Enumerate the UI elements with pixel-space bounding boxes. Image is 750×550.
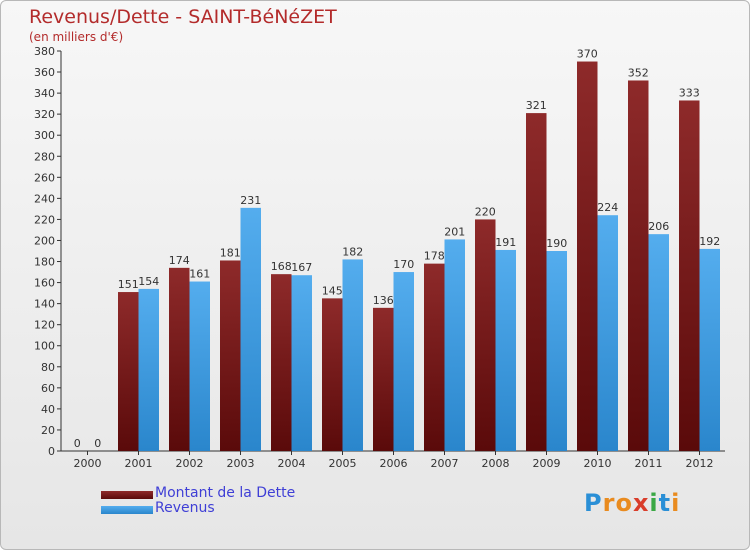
y-tick-label: 100: [34, 340, 55, 353]
data-label-debt: 168: [271, 260, 292, 273]
logo-letter: r: [602, 489, 616, 517]
bar-revenue: [699, 248, 720, 451]
bar-debt: [628, 80, 649, 451]
bar-revenue: [495, 249, 516, 451]
x-tick-label: 2006: [380, 457, 408, 470]
x-tick-label: 2001: [125, 457, 153, 470]
data-label-debt: 178: [424, 250, 445, 263]
bar-revenue: [342, 259, 363, 451]
x-tick-label: 2010: [584, 457, 612, 470]
bar-debt: [526, 113, 547, 452]
data-label-debt: 333: [679, 86, 700, 99]
x-tick-label: 2009: [533, 457, 561, 470]
data-label-debt: 151: [118, 278, 139, 291]
bar-revenue: [546, 251, 567, 451]
data-label-revenue: 0: [94, 437, 101, 450]
data-label-revenue: 206: [648, 220, 669, 233]
bar-debt: [169, 267, 190, 451]
data-label-revenue: 182: [342, 245, 363, 258]
y-tick-label: 280: [34, 150, 55, 163]
bar-revenue: [138, 288, 159, 451]
data-label-revenue: 191: [495, 236, 516, 249]
logo-letter: i: [649, 489, 659, 517]
chart-subtitle: (en milliers d'€): [29, 30, 124, 44]
bar-revenue: [648, 234, 669, 451]
bar-debt: [475, 219, 496, 451]
y-tick-label: 80: [41, 361, 55, 374]
x-tick-label: 2012: [686, 457, 714, 470]
legend-swatch-revenue: [101, 506, 153, 514]
data-label-debt: 352: [628, 66, 649, 79]
x-tick-label: 2011: [635, 457, 663, 470]
proxiti-logo: Proxiti: [584, 489, 680, 517]
y-tick-label: 260: [34, 171, 55, 184]
data-label-debt: 0: [74, 437, 81, 450]
x-tick-label: 2007: [431, 457, 459, 470]
x-tick-label: 2003: [227, 457, 255, 470]
bar-debt: [373, 307, 394, 451]
bar-debt: [271, 274, 292, 451]
chart-title: Revenus/Dette - SAINT-BéNéZET: [29, 6, 337, 28]
data-label-debt: 220: [475, 205, 496, 218]
legend-label-debt: Montant de la Dette: [155, 485, 296, 501]
data-label-revenue: 201: [444, 225, 465, 238]
y-tick-label: 120: [34, 319, 55, 332]
bar-debt: [679, 100, 700, 451]
y-tick-label: 220: [34, 213, 55, 226]
bar-debt: [118, 292, 139, 451]
data-label-debt: 174: [169, 254, 190, 267]
y-tick-label: 0: [48, 445, 55, 458]
data-label-revenue: 190: [546, 237, 567, 250]
bar-debt: [322, 298, 343, 451]
bar-revenue: [444, 239, 465, 451]
data-label-debt: 145: [322, 284, 343, 297]
y-tick-label: 380: [34, 45, 55, 58]
bar-revenue: [597, 215, 618, 451]
data-label-debt: 321: [526, 99, 547, 112]
y-tick-label: 20: [41, 424, 55, 437]
y-tick-label: 160: [34, 277, 55, 290]
data-label-revenue: 170: [393, 258, 414, 271]
y-tick-label: 60: [41, 382, 55, 395]
y-tick-label: 360: [34, 66, 55, 79]
y-tick-label: 180: [34, 256, 55, 269]
y-tick-label: 320: [34, 108, 55, 121]
legend-label-revenue: Revenus: [155, 500, 215, 516]
bar-revenue: [240, 207, 261, 451]
data-label-debt: 181: [220, 246, 241, 259]
y-tick-label: 200: [34, 234, 55, 247]
data-label-revenue: 167: [291, 261, 312, 274]
bar-revenue: [393, 272, 414, 451]
data-label-debt: 370: [577, 48, 598, 61]
bar-revenue: [291, 275, 312, 451]
bar-debt: [220, 260, 241, 451]
data-label-revenue: 192: [699, 235, 720, 248]
y-tick-label: 300: [34, 129, 55, 142]
bar-revenue: [189, 281, 210, 451]
x-tick-label: 2002: [176, 457, 204, 470]
y-tick-label: 340: [34, 87, 55, 100]
bar-debt: [424, 263, 445, 451]
logo-letter: i: [671, 489, 681, 517]
x-tick-label: 2005: [329, 457, 357, 470]
x-tick-label: 2004: [278, 457, 306, 470]
y-tick-label: 40: [41, 403, 55, 416]
data-label-debt: 136: [373, 294, 394, 307]
logo-letter: x: [632, 489, 650, 517]
data-label-revenue: 231: [240, 194, 261, 207]
data-label-revenue: 161: [189, 268, 210, 281]
x-tick-label: 2008: [482, 457, 510, 470]
y-tick-label: 140: [34, 298, 55, 311]
legend-swatch-debt: [101, 491, 153, 499]
logo-letter: P: [584, 489, 603, 517]
x-tick-label: 2000: [74, 457, 102, 470]
data-label-revenue: 224: [597, 201, 618, 214]
bar-debt: [577, 61, 598, 452]
logo-letter: t: [658, 489, 672, 517]
y-tick-label: 240: [34, 192, 55, 205]
data-label-revenue: 154: [138, 275, 159, 288]
logo-letter: o: [615, 489, 633, 517]
